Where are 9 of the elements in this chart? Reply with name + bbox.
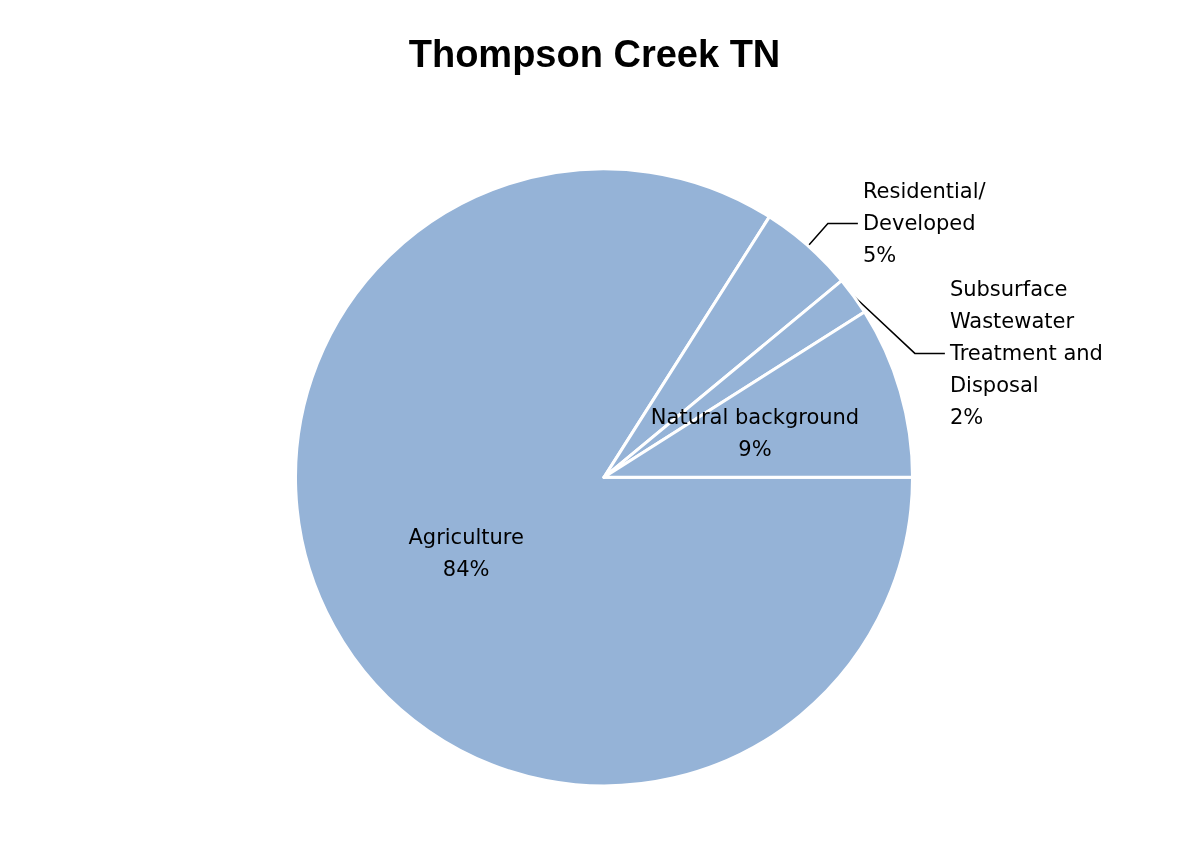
slice-label: Agriculture	[408, 525, 524, 550]
data-label: 84%	[442, 557, 490, 582]
data-label: 2%	[949, 405, 984, 430]
chart-title: Thompson Creek TN	[408, 33, 781, 75]
slice-label: Residential/ Developed	[862, 179, 993, 236]
data-label: 9%	[738, 437, 772, 462]
slice-label: Natural background	[650, 405, 860, 430]
data-label: 5%	[862, 243, 897, 268]
slice-label: Subsurface Wastewater Treatment and Disposal	[948, 277, 1110, 398]
